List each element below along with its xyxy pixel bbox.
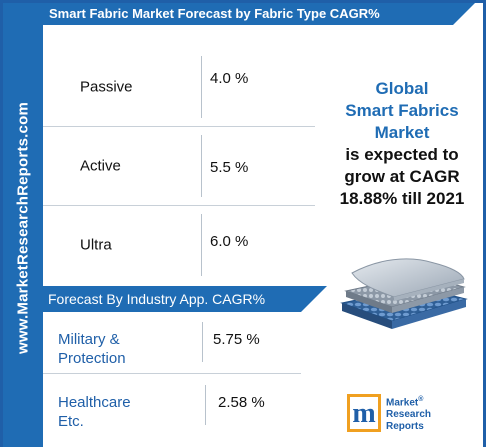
- industry-title: Forecast By Industry App. CAGR%: [43, 286, 327, 312]
- row-divider: [43, 126, 315, 127]
- data-label: 5.5 %: [210, 159, 249, 176]
- row-divider: [43, 205, 315, 206]
- callout-line: grow at CAGR: [344, 167, 460, 186]
- sidebar: www.MarketResearchReports.com: [3, 3, 43, 447]
- category-label-line: Protection: [58, 350, 126, 367]
- data-label: 6.0 %: [210, 233, 249, 250]
- callout-line: Market: [374, 123, 430, 142]
- category-label-line: Healthcare: [58, 394, 131, 411]
- callout-line: 18.88% till 2021: [339, 189, 465, 208]
- category-label: Active: [80, 157, 121, 175]
- row-divider: [43, 373, 301, 374]
- category-label-line: Etc.: [58, 413, 84, 430]
- category-label: Passive: [80, 78, 133, 96]
- category-label: Ultra: [80, 236, 112, 254]
- callout-line: is expected to: [345, 145, 459, 164]
- logo-line: Market: [386, 397, 419, 409]
- data-label: 4.0 %: [210, 70, 249, 87]
- data-label: 5.75 %: [213, 331, 260, 348]
- logo-text: Market® Research Reports: [386, 394, 431, 433]
- fabric-row-ultra: Ultra 6.0 %: [43, 206, 315, 284]
- logo-line: Research: [386, 409, 432, 421]
- market-callout: Global Smart Fabrics Market is expected …: [318, 78, 486, 210]
- callout-line: Smart Fabrics: [345, 101, 459, 120]
- callout-line: Global: [375, 79, 429, 98]
- category-label-healthcare: Healthcare Etc.: [58, 393, 208, 431]
- column-divider: [205, 385, 206, 425]
- column-divider: [201, 135, 202, 197]
- category-label-line: Military &: [58, 331, 120, 348]
- site-url: www.MarketResearchReports.com: [14, 102, 32, 354]
- fabric-row-active: Active 5.5 %: [43, 127, 315, 205]
- market-research-reports-logo: m Market® Research Reports: [346, 393, 466, 441]
- column-divider: [201, 214, 202, 276]
- data-label: 2.58 %: [218, 394, 265, 411]
- logo-mark-icon: m: [347, 394, 381, 432]
- registered-mark: ®: [418, 396, 424, 403]
- category-label-military: Military & Protection: [58, 330, 208, 368]
- fabric-row-passive: Passive 4.0 %: [43, 48, 315, 126]
- logo-letter: m: [352, 398, 375, 429]
- fabric-layers-illustration: [340, 258, 468, 329]
- fabric-type-title: Smart Fabric Market Forecast by Fabric T…: [43, 3, 475, 25]
- column-divider: [202, 322, 203, 362]
- logo-line: Reports: [386, 421, 424, 433]
- column-divider: [201, 56, 202, 118]
